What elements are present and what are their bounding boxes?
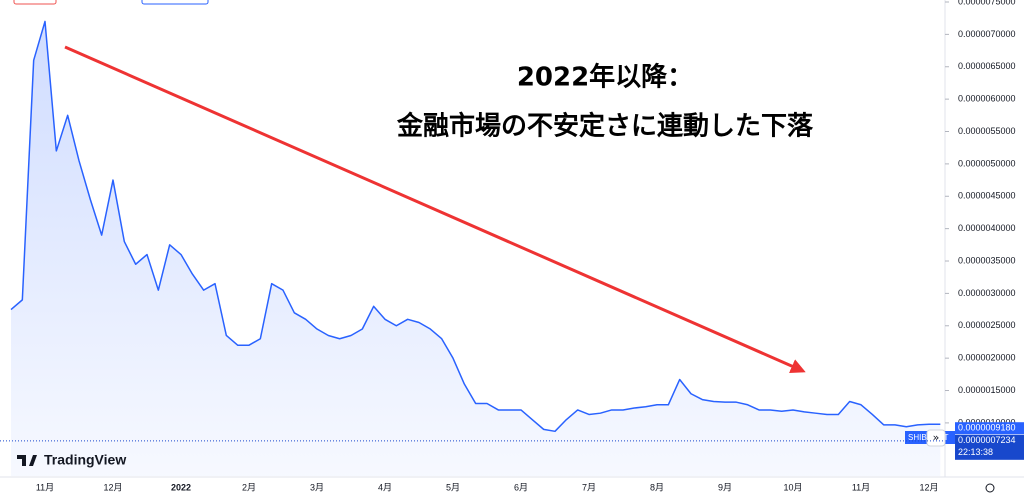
toolbar-box[interactable]	[13, 0, 57, 5]
y-tick-label: 0.0000070000	[958, 29, 1016, 39]
x-tick-label: 3月	[310, 482, 324, 492]
price-label-box	[955, 434, 1024, 460]
price-line	[10, 20, 941, 433]
scroll-icon: »	[933, 431, 940, 444]
y-tick-label: 0.0000045000	[958, 191, 1016, 201]
x-tick-label: 12月	[103, 482, 122, 492]
area-fill	[11, 21, 941, 477]
x-tick-label: 2月	[242, 482, 256, 492]
y-tick-label: 0.0000025000	[958, 320, 1016, 330]
y-tick-label: 0.0000055000	[958, 126, 1016, 136]
svg-text:TradingView: TradingView	[44, 452, 126, 468]
x-tick-label: 11月	[852, 482, 870, 492]
price-label-box	[955, 422, 1024, 435]
price-label: 0.0000007234	[958, 435, 1016, 445]
x-tick-label: 10月	[783, 482, 802, 492]
x-tick-label: 6月	[514, 482, 528, 492]
scroll-button[interactable]	[926, 429, 946, 447]
x-tick-label: 11月	[36, 482, 54, 492]
y-tick-label: 0.0000050000	[958, 158, 1016, 168]
x-tick-label: 9月	[718, 482, 732, 492]
y-tick-label: 0.0000065000	[958, 61, 1016, 71]
y-tick-label: 0.0000035000	[958, 255, 1016, 265]
tradingview-logo: TradingView	[17, 452, 126, 468]
annotation: 金融市場の不安定さに連動した下落	[396, 111, 814, 142]
plot	[10, 20, 941, 477]
y-tick-label: 0.0000075000	[958, 0, 1016, 6]
x-tick-label: 4月	[378, 482, 392, 492]
y-tick-label: 0.0000015000	[958, 385, 1016, 395]
x-tick-label: 5月	[446, 482, 460, 492]
y-tick-label: 0.0000040000	[958, 223, 1016, 233]
x-tick-label: 2022	[171, 482, 191, 492]
y-tick-label: 0.0000030000	[958, 288, 1016, 298]
y-tick-label: 0.0000020000	[958, 353, 1016, 363]
y-tick-label: 0.0000060000	[958, 94, 1016, 104]
countdown: 22:13:38	[958, 447, 993, 457]
annotation: 2022年以降：	[517, 62, 693, 93]
x-tick-label: 7月	[582, 482, 596, 492]
x-tick-label: 12月	[919, 482, 938, 492]
price-label: 0.0000009180	[958, 423, 1016, 433]
settings-icon[interactable]	[985, 483, 995, 493]
toolbar-box[interactable]	[141, 0, 209, 5]
x-tick-label: 8月	[650, 482, 664, 492]
trend-arrow	[64, 45, 806, 374]
